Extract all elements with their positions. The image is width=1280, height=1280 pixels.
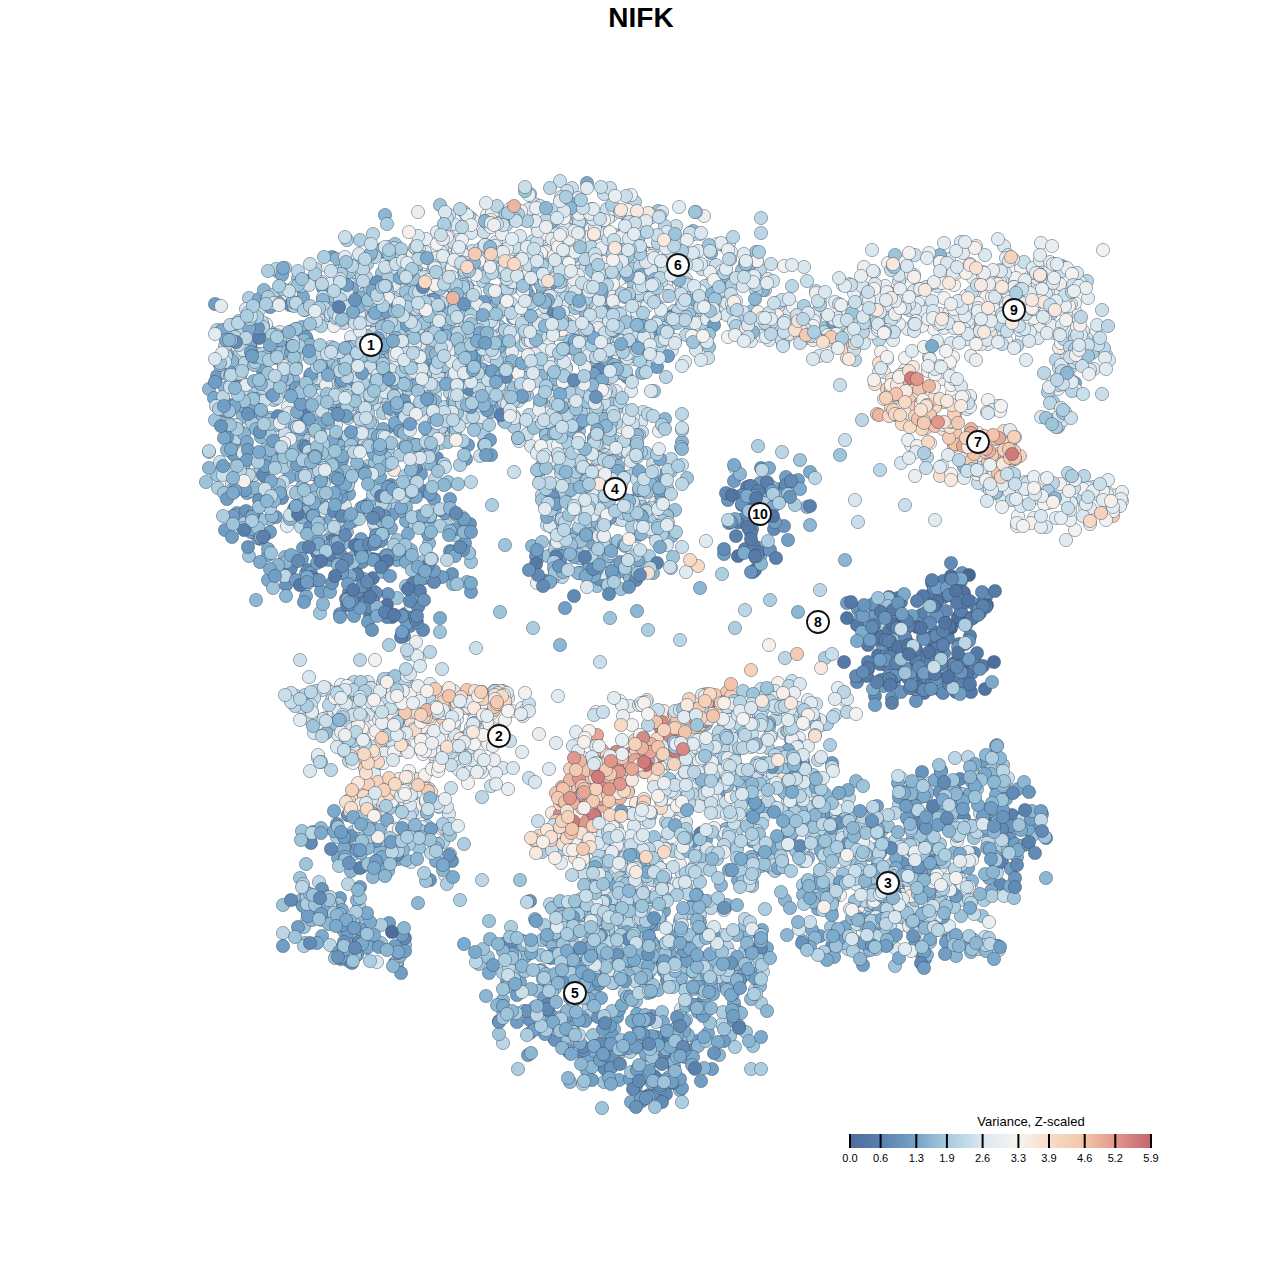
svg-text:3: 3	[884, 875, 892, 891]
svg-text:4: 4	[611, 481, 619, 497]
svg-text:Variance, Z-scaled: Variance, Z-scaled	[977, 1114, 1084, 1129]
svg-text:8: 8	[814, 614, 822, 630]
svg-text:1.3: 1.3	[909, 1152, 924, 1164]
svg-text:6: 6	[674, 257, 682, 273]
svg-text:4.6: 4.6	[1077, 1152, 1092, 1164]
svg-text:2: 2	[495, 728, 503, 744]
svg-text:5.2: 5.2	[1108, 1152, 1123, 1164]
svg-text:10: 10	[752, 506, 768, 522]
svg-text:5: 5	[571, 985, 579, 1001]
svg-text:2.6: 2.6	[975, 1152, 990, 1164]
svg-text:1.9: 1.9	[939, 1152, 954, 1164]
svg-text:3.9: 3.9	[1041, 1152, 1056, 1164]
svg-text:9: 9	[1010, 302, 1018, 318]
svg-text:0.0: 0.0	[842, 1152, 857, 1164]
svg-text:NIFK: NIFK	[608, 2, 673, 33]
svg-text:5.9: 5.9	[1143, 1152, 1158, 1164]
svg-text:7: 7	[974, 434, 982, 450]
svg-text:3.3: 3.3	[1011, 1152, 1026, 1164]
svg-text:1: 1	[367, 337, 375, 353]
svg-text:0.6: 0.6	[873, 1152, 888, 1164]
